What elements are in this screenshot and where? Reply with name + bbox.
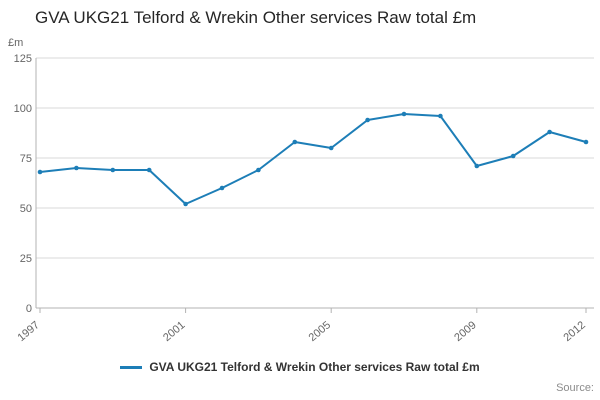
data-point: [438, 113, 443, 119]
data-point: [110, 167, 116, 173]
y-tick-label: 0: [26, 303, 32, 315]
data-point: [74, 165, 79, 171]
data-point: [292, 139, 298, 145]
x-tick-label: 2005: [307, 319, 333, 344]
y-axis-unit-label: £m: [8, 37, 23, 49]
x-tick-label: 2012: [561, 319, 587, 344]
data-point: [219, 185, 225, 191]
chart-title: GVA UKG21 Telford & Wrekin Other service…: [35, 8, 477, 27]
data-point: [474, 163, 480, 169]
chart-legend: GVA UKG21 Telford & Wrekin Other service…: [0, 360, 600, 374]
source-label: Source:: [556, 382, 594, 394]
x-tick-label: 2001: [161, 319, 187, 344]
y-tick-label: 75: [20, 153, 32, 165]
data-point: [583, 139, 589, 145]
y-tick-label: 50: [20, 203, 32, 215]
data-point: [401, 111, 407, 117]
y-tick-label: 25: [20, 253, 32, 265]
data-point: [510, 153, 516, 159]
y-tick-label: 125: [14, 53, 32, 65]
data-point: [256, 167, 261, 173]
x-tick-label: 1997: [15, 319, 41, 344]
data-point: [37, 169, 43, 175]
data-point: [146, 167, 152, 173]
data-point: [365, 117, 370, 123]
x-tick-label: 2009: [452, 319, 478, 344]
data-point: [183, 201, 188, 207]
data-line: [39, 113, 587, 205]
legend-line-swatch: [120, 365, 143, 369]
line-chart: £m 0 25 50 75 100 125 1997 2001 2005 2009 2012: [8, 37, 594, 344]
data-point: [547, 129, 552, 135]
y-tick-label: 100: [14, 103, 32, 115]
legend-label: GVA UKG21 Telford & Wrekin Other service…: [149, 360, 480, 374]
data-point: [328, 145, 334, 151]
